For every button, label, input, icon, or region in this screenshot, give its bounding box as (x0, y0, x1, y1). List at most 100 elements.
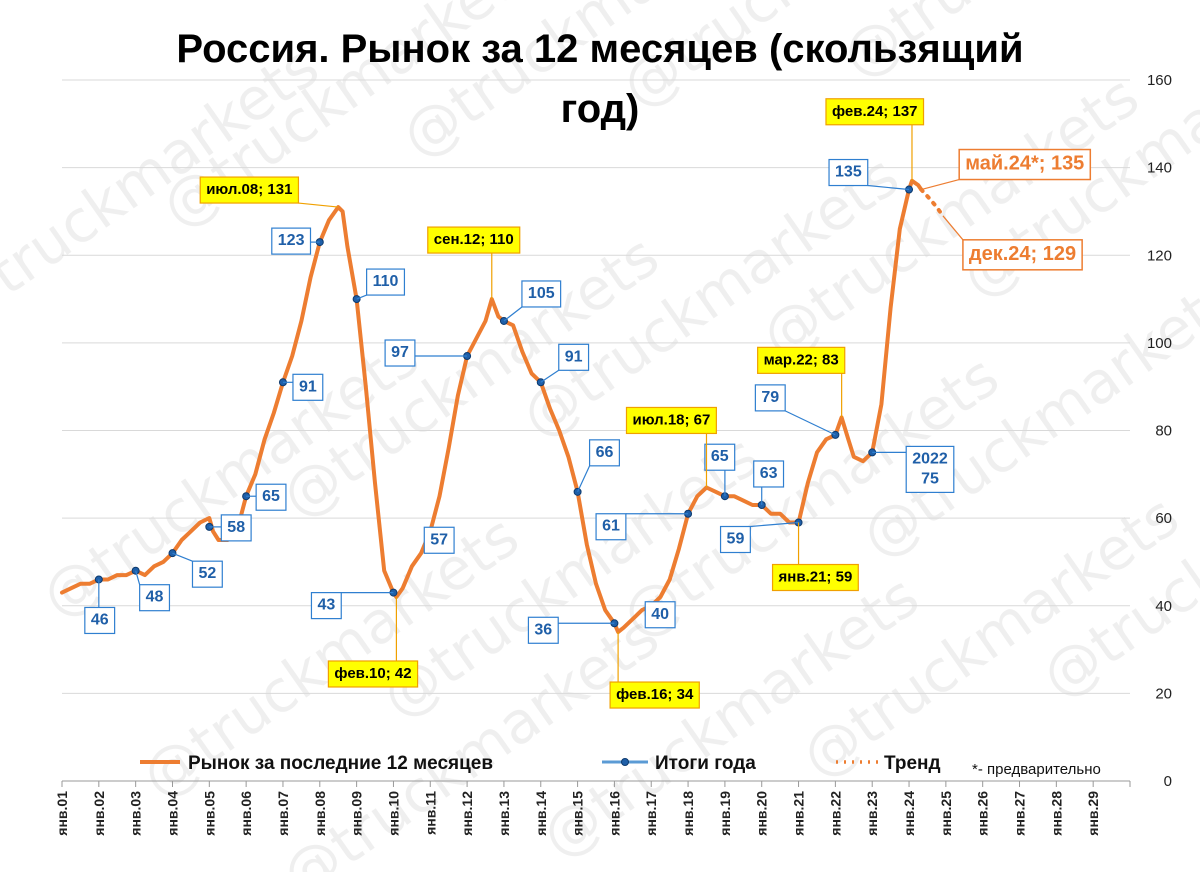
label-text: 52 (198, 565, 216, 582)
x-tick-label: янв.29 (1085, 791, 1101, 836)
x-tick-label: янв.05 (201, 791, 217, 836)
forecast-label: май.24*; 135 (921, 148, 1092, 191)
legend: Рынок за последние 12 месяцев Итоги года Т… (140, 753, 1101, 778)
x-tick-label: янв.26 (975, 791, 991, 836)
highlight-label: сен.12; 110 (427, 226, 521, 300)
label-box (255, 483, 287, 511)
legend-note: *- предварительно (972, 761, 1101, 778)
leader-line (356, 294, 367, 300)
highlight-label: фев.24; 137 (825, 98, 925, 181)
year-total-label: 40 (644, 601, 676, 629)
label-text: 2022 (912, 450, 948, 467)
x-tick-label: янв.16 (606, 791, 622, 836)
label-box (423, 526, 455, 554)
label-text: фев.16; 34 (616, 686, 694, 703)
title-line: год) (561, 87, 640, 131)
label-text: май.24*; 135 (965, 153, 1084, 175)
label-text: июл.18; 67 (632, 411, 710, 428)
year-total-label: 36 (527, 616, 615, 644)
label-text: фев.10; 42 (334, 665, 411, 682)
label-box (220, 514, 252, 542)
leader-line (298, 202, 339, 208)
year-total-label: 58 (209, 514, 252, 542)
x-tick-label: янв.14 (533, 791, 549, 836)
x-tick-label: янв.08 (312, 791, 328, 836)
highlight-label: мар.22; 83 (757, 346, 846, 418)
x-tick-label: янв.15 (570, 791, 586, 836)
year-total-label: 61 (595, 513, 689, 541)
legend-marker-year-totals (621, 758, 629, 766)
x-tick-label: янв.12 (459, 791, 475, 836)
label-text: 91 (565, 348, 583, 365)
leader-line (135, 570, 141, 585)
x-tick-label: янв.01 (54, 791, 70, 836)
label-box (527, 616, 559, 644)
x-tick-label: янв.07 (275, 791, 291, 836)
x-tick-label: янв.23 (864, 791, 880, 836)
highlight-label: июл.18; 67 (625, 406, 717, 488)
leader-line (577, 465, 591, 493)
x-tick-label: янв.20 (754, 791, 770, 836)
leader-line (942, 215, 964, 241)
label-box (139, 584, 171, 612)
label-box (595, 513, 627, 541)
x-tick-label: янв.09 (349, 791, 365, 836)
label-text: 57 (430, 531, 448, 548)
y-tick-label: 140 (1147, 160, 1172, 177)
label-text: 61 (602, 518, 620, 535)
highlight-label: июл.08; 131 (199, 176, 339, 208)
label-text: 79 (761, 389, 779, 406)
label-box (588, 439, 620, 467)
year-total-label: 105 (503, 280, 562, 322)
x-tick-label: янв.03 (128, 791, 144, 836)
year-total-label: 91 (282, 373, 324, 401)
label-box (609, 681, 700, 709)
label-text: 36 (534, 621, 552, 638)
title-line: Россия. Рынок за 12 месяцев (скользящий (176, 27, 1023, 71)
highlight-label: янв.21; 59 (771, 522, 859, 592)
label-text: мар.22; 83 (764, 351, 839, 368)
label-text: 58 (227, 519, 245, 536)
y-tick-label: 60 (1155, 510, 1172, 527)
x-tick-label: янв.17 (643, 791, 659, 836)
label-text: 110 (373, 273, 399, 290)
label-box (310, 592, 342, 620)
labels-layer: 46 48 52 58 65 91 123 110 43 57 97 105 91 66 36 40 61 65 6… (84, 98, 1092, 709)
label-box (905, 445, 955, 494)
year-total-label: 59 (719, 521, 799, 554)
label-box (828, 158, 869, 187)
label-text: 105 (528, 285, 555, 302)
year-total-label: 79 (754, 384, 836, 436)
label-text: 65 (262, 488, 280, 505)
label-text: 66 (596, 444, 614, 461)
x-tick-label: янв.10 (385, 791, 401, 836)
x-tick-label: янв.11 (422, 791, 438, 835)
x-tick-label: янв.22 (827, 791, 843, 836)
leader-line (921, 178, 960, 191)
y-tick-label: 160 (1147, 72, 1172, 89)
label-text: 48 (146, 589, 164, 606)
y-tick-label: 100 (1147, 335, 1172, 352)
highlight-label: фев.16; 34 (609, 632, 700, 709)
x-tick-label: янв.24 (901, 791, 917, 836)
year-total-label: 66 (577, 439, 620, 493)
label-box (825, 98, 925, 126)
leader-line (867, 184, 910, 191)
year-total-label: 110 (356, 268, 406, 300)
label-text: 63 (760, 465, 778, 482)
x-axis: янв.01 янв.02 янв.03 янв.04 янв.05 янв.06 янв.… (54, 780, 1131, 836)
highlight-label: фев.10; 42 (327, 596, 419, 688)
y-tick-label: 0 (1164, 773, 1172, 790)
label-text: 123 (278, 232, 305, 249)
label-text: 40 (651, 606, 669, 623)
year-total-label: 135 (828, 158, 910, 191)
x-tick-label: янв.04 (164, 791, 180, 836)
year-total-label: 97 (384, 339, 468, 367)
x-tick-label: янв.18 (680, 791, 696, 836)
label-box (427, 226, 521, 254)
x-tick-label: янв.19 (717, 791, 733, 836)
label-text: 135 (835, 164, 862, 181)
label-box (558, 343, 590, 371)
